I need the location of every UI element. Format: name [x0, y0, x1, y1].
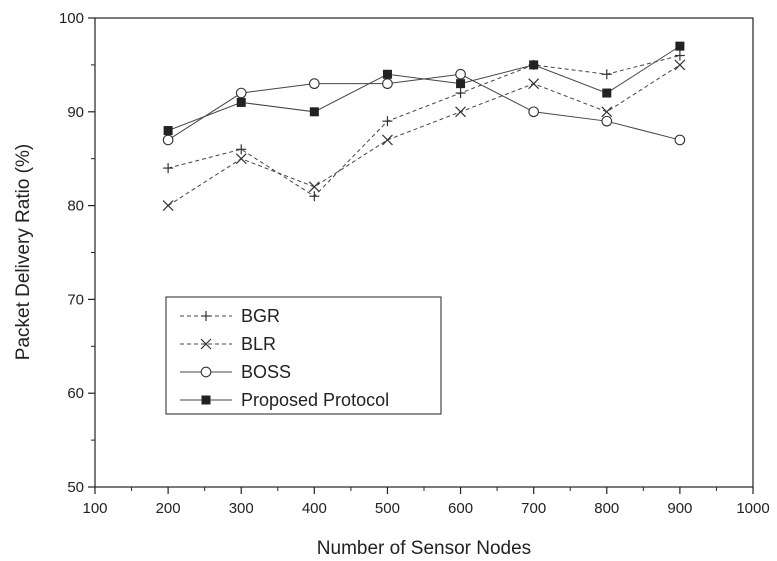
legend: BGR BLR BOSS Proposed Protocol: [165, 296, 442, 415]
x-axis-title: Number of Sensor Nodes: [317, 538, 531, 559]
data-point-blr: [674, 59, 686, 71]
x-tick-label: 200: [156, 500, 181, 517]
legend-marker-bgr: [201, 311, 211, 321]
data-point-boss: [601, 115, 613, 127]
legend-label-boss: BOSS: [241, 362, 291, 382]
legend-label-blr: BLR: [241, 334, 276, 354]
y-axis-title: Packet Delivery Ratio (%): [13, 144, 34, 360]
data-point-proposed-protocol: [236, 97, 246, 107]
legend-marker-boss: [200, 366, 212, 378]
data-point-bgr: [601, 69, 612, 80]
series-blr: [162, 59, 686, 212]
series-line-bgr: [167, 55, 681, 197]
x-tick-label: 600: [448, 500, 473, 517]
data-point-blr: [601, 106, 613, 118]
data-point-boss: [308, 78, 320, 90]
y-tick-label: 50: [67, 479, 84, 496]
data-point-proposed-protocol: [602, 88, 612, 98]
data-point-proposed-protocol: [163, 126, 173, 136]
legend-label-proposed-protocol: Proposed Protocol: [241, 390, 389, 410]
data-point-proposed-protocol: [529, 60, 539, 70]
y-tick-label: 70: [67, 291, 84, 308]
x-tick-label: 900: [667, 500, 692, 517]
data-point-proposed-protocol: [382, 69, 392, 79]
y-tick-label: 90: [67, 104, 84, 121]
data-point-bgr: [674, 50, 685, 61]
plot-frame: [94, 17, 754, 488]
x-tick-label: 700: [521, 500, 546, 517]
data-point-boss: [528, 106, 540, 118]
x-tick-label: 500: [375, 500, 400, 517]
data-point-blr: [162, 200, 174, 212]
data-point-boss: [382, 78, 393, 90]
x-tick-label: 400: [302, 500, 327, 517]
data-point-proposed-protocol: [675, 41, 685, 51]
data-point-blr: [455, 106, 466, 118]
series-layer: [162, 41, 686, 212]
series-line-blr: [167, 64, 681, 207]
data-point-boss: [235, 87, 247, 99]
x-tick-label: 800: [594, 500, 619, 517]
data-point-bgr: [455, 88, 466, 99]
data-point-boss: [455, 68, 466, 80]
x-tick-label: 300: [229, 500, 254, 517]
legend-label-bgr: BGR: [241, 306, 280, 326]
legend-marker-proposed-protocol: [201, 395, 211, 405]
data-point-bgr: [163, 163, 174, 174]
x-tick-label: 100: [82, 500, 107, 517]
data-point-bgr: [236, 144, 247, 155]
y-tick-label: 60: [67, 385, 84, 402]
y-tick-label: 80: [67, 198, 84, 215]
series-boss: [162, 68, 686, 146]
data-point-blr: [308, 181, 320, 193]
data-point-proposed-protocol: [456, 79, 466, 89]
data-point-boss: [674, 134, 686, 146]
y-tick-label: 100: [59, 10, 84, 27]
series-proposed-protocol: [163, 41, 685, 136]
data-point-bgr: [309, 191, 320, 202]
data-point-bgr: [382, 116, 393, 127]
data-point-blr: [235, 153, 247, 165]
data-point-blr: [528, 78, 540, 90]
x-tick-label: 1000: [736, 500, 769, 517]
series-line-proposed-protocol: [167, 45, 681, 132]
data-point-boss: [162, 134, 174, 146]
legend-marker-blr: [200, 338, 212, 350]
data-point-proposed-protocol: [309, 107, 319, 117]
series-line-boss: [167, 73, 681, 141]
data-point-blr: [382, 134, 393, 146]
axis-ticks: 100 200 300 400 500 600 700 800 900 1000 50 60 70 80 9…: [59, 10, 770, 517]
